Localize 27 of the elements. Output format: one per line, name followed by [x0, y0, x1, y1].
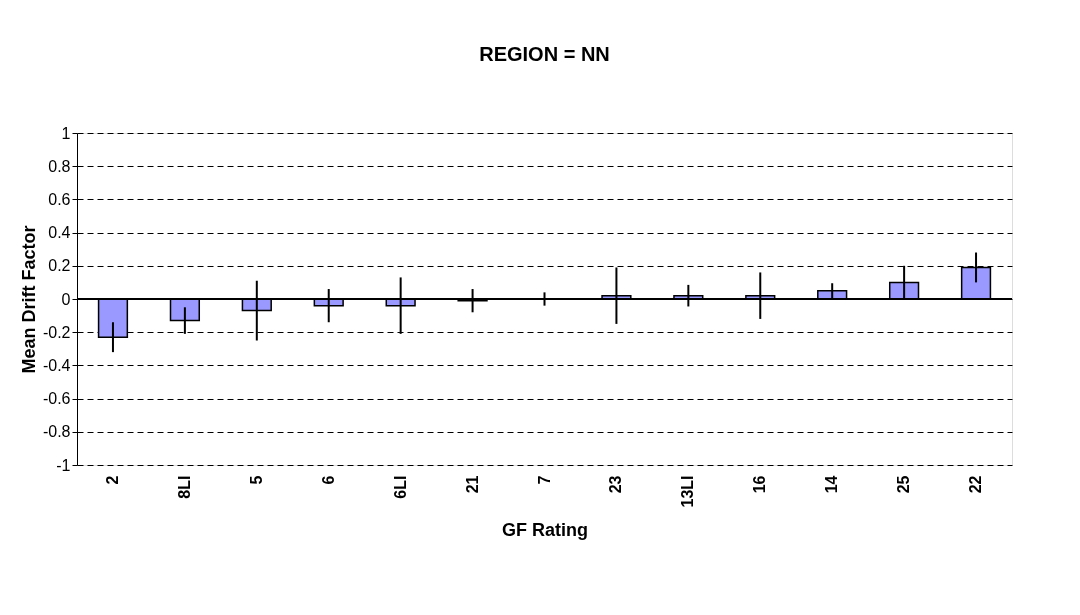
- x-tick-label: 21: [463, 475, 481, 494]
- y-tick-label: -0.4: [42, 356, 71, 374]
- y-tick-label: 0.4: [48, 224, 71, 242]
- y-tick-label: 0.8: [48, 157, 71, 175]
- y-tick-label: 1: [61, 124, 71, 142]
- x-tick-label: 7: [535, 475, 553, 485]
- x-axis-title: GF Rating: [502, 519, 588, 540]
- x-tick-label: 25: [895, 475, 913, 494]
- y-tick-label: 0: [61, 290, 71, 308]
- y-tick-label: -0.2: [42, 323, 71, 341]
- y-axis-title: Mean Drift Factor: [18, 225, 39, 374]
- x-tick-label: 22: [967, 475, 985, 494]
- x-tick-label: 23: [607, 475, 625, 494]
- y-tick-label: -0.8: [42, 423, 71, 441]
- x-tick-label: 14: [823, 475, 841, 494]
- x-tick-label: 16: [751, 475, 769, 494]
- x-tick-label: 8LI: [175, 475, 193, 499]
- y-tick-label: 0.2: [48, 257, 71, 275]
- y-tick-label: 0.6: [48, 190, 71, 208]
- x-tick-label: 13LI: [679, 475, 697, 508]
- y-tick-label: -0.6: [42, 390, 71, 408]
- x-tick-label: 5: [247, 475, 265, 485]
- y-tick-label: -1: [56, 456, 71, 474]
- x-tick-label: 6LI: [391, 475, 409, 499]
- x-tick-label: 6: [319, 475, 337, 485]
- x-tick-label: 2: [103, 475, 121, 485]
- chart-title: REGION = NN: [479, 43, 610, 65]
